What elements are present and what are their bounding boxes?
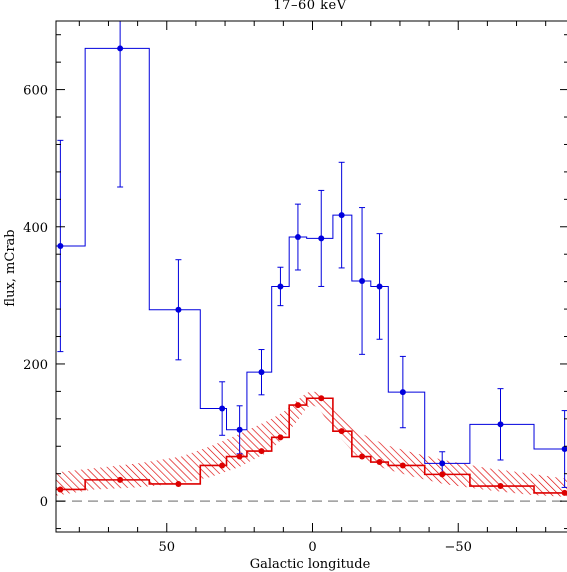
data-point — [277, 283, 284, 290]
data-point — [236, 426, 243, 433]
data-point — [359, 453, 366, 460]
x-axis: 50 0 −50 — [78, 21, 547, 555]
x-tick-label: 50 — [158, 540, 175, 555]
data-point — [318, 235, 325, 242]
data-point — [219, 405, 226, 412]
y-axis-label: flux, mCrab — [3, 229, 18, 306]
data-point — [277, 434, 284, 441]
data-point — [561, 489, 567, 496]
data-point — [338, 428, 345, 435]
y-tick-label: 400 — [23, 221, 48, 236]
data-point — [439, 460, 446, 467]
data-point — [318, 395, 325, 402]
data-point — [258, 448, 265, 455]
x-tick-label: −50 — [445, 540, 472, 555]
data-point — [236, 453, 243, 460]
y-tick-label: 200 — [23, 358, 48, 373]
chart-title: 17–60 keV — [273, 0, 346, 13]
model-band — [56, 391, 567, 497]
data-point — [399, 389, 406, 396]
y-axis: 0 200 400 600 — [23, 34, 567, 530]
x-tick-label: 0 — [308, 540, 316, 555]
data-point — [561, 446, 567, 453]
data-point — [338, 212, 345, 219]
plot-area — [56, 21, 567, 502]
data-point — [497, 421, 504, 428]
data-point — [376, 283, 383, 290]
data-point — [376, 459, 383, 466]
series-step-line — [56, 47, 567, 464]
data-point — [359, 277, 366, 284]
data-point — [497, 483, 504, 490]
data-point — [175, 306, 182, 313]
data-point — [175, 480, 182, 487]
data-point — [57, 486, 64, 493]
data-point — [399, 462, 406, 469]
data-point — [117, 45, 124, 52]
data-point — [258, 369, 265, 376]
x-axis-label: Galactic longitude — [250, 557, 371, 572]
y-tick-label: 600 — [23, 84, 48, 99]
data-point — [117, 476, 124, 483]
data-point — [439, 471, 446, 478]
series-step-line — [56, 397, 567, 494]
data-point — [219, 462, 226, 469]
y-tick-label: 0 — [40, 495, 48, 510]
data-point — [294, 234, 301, 241]
data-point — [57, 242, 64, 249]
plot-frame — [55, 20, 567, 533]
data-point — [294, 402, 301, 409]
